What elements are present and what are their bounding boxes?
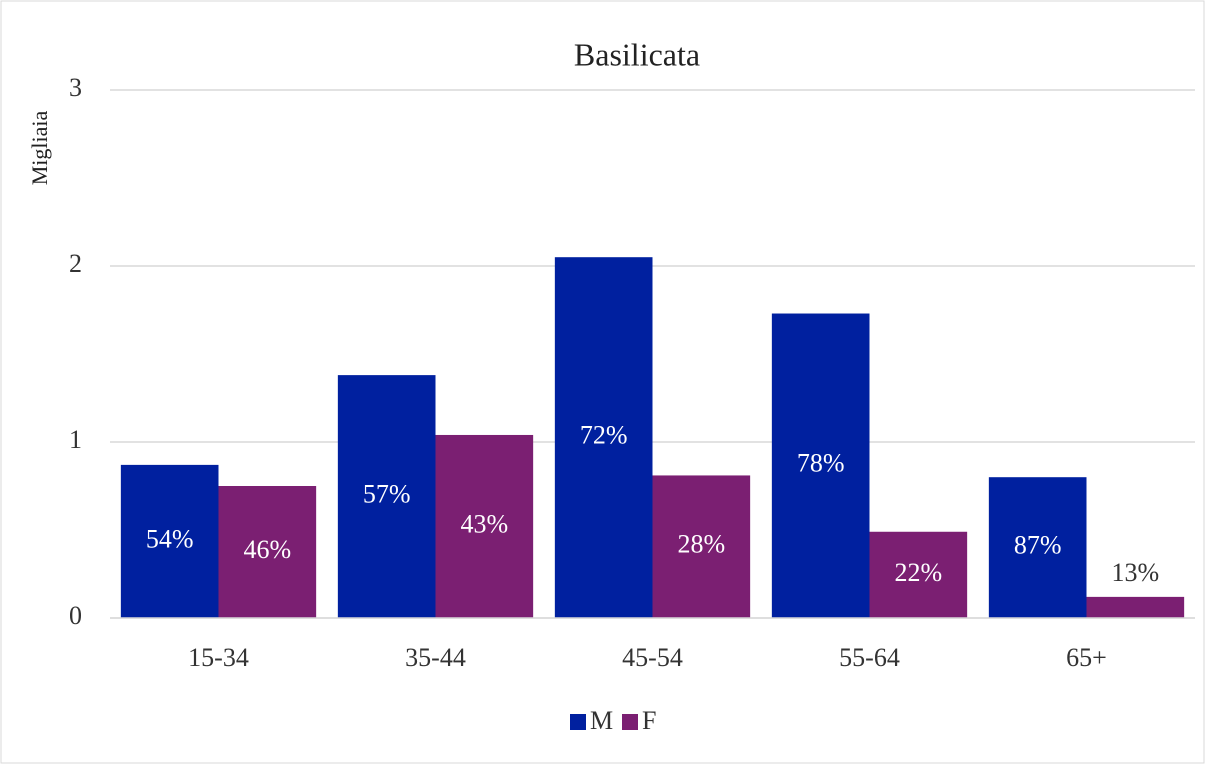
x-tick-label: 65+	[1066, 643, 1107, 672]
share-label: 54%	[146, 524, 194, 553]
chart-title: Basilicata	[574, 36, 700, 72]
y-axis-label: Migliaia	[27, 110, 52, 185]
bar	[120, 464, 219, 618]
share-label: 87%	[1014, 531, 1062, 560]
bar	[771, 313, 870, 618]
bar	[554, 257, 653, 618]
share-label: 46%	[243, 535, 291, 564]
bar	[218, 486, 317, 618]
share-label: 43%	[460, 509, 508, 538]
y-tick-label: 2	[69, 249, 82, 278]
bar	[1086, 596, 1185, 618]
share-label: 72%	[580, 421, 628, 450]
x-tick-label: 15-34	[188, 643, 249, 672]
y-tick-label: 1	[69, 425, 82, 454]
share-label: 22%	[894, 558, 942, 587]
legend-label: M	[590, 706, 613, 735]
legend-swatch	[570, 714, 586, 730]
bar	[652, 475, 751, 618]
share-label: 78%	[797, 449, 845, 478]
y-tick-label: 3	[69, 73, 82, 102]
legend-label: F	[642, 706, 656, 735]
bar	[337, 375, 436, 618]
y-tick-label: 0	[69, 601, 82, 630]
x-tick-label: 55-64	[839, 643, 900, 672]
bar	[435, 434, 534, 618]
share-label: 57%	[363, 480, 411, 509]
legend-swatch	[622, 714, 638, 730]
bar	[869, 531, 968, 618]
x-tick-label: 35-44	[405, 643, 466, 672]
share-label: 13%	[1111, 558, 1159, 587]
x-tick-label: 45-54	[622, 643, 683, 672]
bar	[988, 477, 1087, 618]
share-label: 28%	[677, 530, 725, 559]
